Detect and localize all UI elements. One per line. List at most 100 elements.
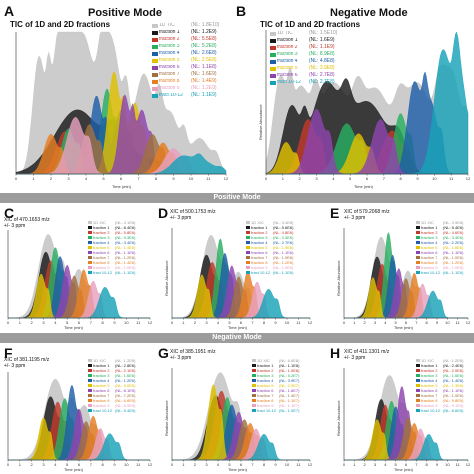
x-tick-label: 4 [54,462,57,467]
x-tick-label: 2 [31,320,34,325]
x-tick-label: 6 [78,320,81,325]
x-tick-label: 3 [205,462,208,467]
legend-name: fraction 5 [257,383,274,388]
positive-mode-band: Positive Mode [0,193,474,203]
panel-f-xlabel: Time (min) [64,467,83,472]
legend-name: fraction 8 [93,398,110,403]
legend-nl: (NL: 1.4E6) [115,259,136,265]
legend-item: fraction 9 (NL: 1.0E6) [88,265,135,270]
x-tick-label: 1 [19,462,22,467]
legend-name: fraction 8 [93,260,110,265]
x-tick-label: 12 [466,462,471,467]
legend-swatch [88,409,92,412]
legend-name: fraction 5 [159,58,180,63]
legend-swatch [246,271,250,274]
legend-nl: (NL: 2.7E8) [309,79,335,85]
legend-h: 1D XIC (NL: 1.2E8) fraction 1 (NL: 2.4E6) fr… [416,358,463,413]
x-tick-label: 9 [436,320,439,325]
legend-nl: (NL: 1.0E6) [443,254,464,260]
x-tick-label: 11 [136,320,141,325]
legend-swatch [252,409,256,412]
legend-name: 1D XIC [421,358,434,363]
legend-nl: (NL: 4.8E8) [309,58,335,64]
legend-item: fract 10-12 (NL: 1.1E6) [416,270,463,275]
legend-swatch [252,364,256,367]
legend-nl: (NL: 9.1E5) [443,402,464,408]
legend-nl: (NL: 1.4E9) [191,78,217,84]
legend-nl: (NL: 1.2E6) [443,259,464,265]
legend-swatch [152,23,158,28]
x-tick-label: 7 [415,462,418,467]
legend-swatch [416,246,420,249]
legend-name: fraction 9 [93,265,110,270]
legend-f: 1D XIC (NL: 1.2E8) fraction 1 (NL: 2.8E6) fr… [88,358,135,413]
legend-item: fraction 2 (NL: 2.1E6) [88,368,135,373]
chart-b-svg: 0 1 2 3 4 5 6 7 8 9 10 11 12 [265,30,471,181]
x-tick-label: 6 [405,320,408,325]
legend-name: fract 10-12 [421,408,441,413]
legend-item: fraction 4 (NL: 4.8E8) [270,58,337,65]
legend-swatch [88,226,92,229]
legend-name: fraction 3 [251,235,268,240]
legend-swatch [416,256,420,259]
legend-item: fraction 7 (NL: 1.4E7) [252,393,299,398]
legend-nl: (NL: 5.9E5) [115,402,136,408]
legend-swatch [152,72,158,77]
legend-item: fraction 8 (NL: 6.6E5) [88,398,135,403]
panel-d-xic-tol: +/- 3 ppm [170,214,192,221]
legend-item: fraction 2 (NL: 2.0E6) [416,368,463,373]
legend-name: 1D XIC [421,220,434,225]
x-tick-label: 10 [124,320,129,325]
panel-a-title: TIC of 1D and 2D fractions [10,20,111,29]
legend-item: fraction 8 (NL: 1.1E7) [252,398,299,403]
legend-name: 1D XIC [93,358,106,363]
legend-swatch [270,66,276,71]
legend-name: fraction 2 [159,37,180,42]
chart-a-svg: 0 1 2 3 4 5 6 7 8 9 10 11 12 [15,31,229,181]
x-tick-label: 3 [374,320,377,325]
legend-item: fraction 6 (NL: 8.1E5) [88,388,135,393]
legend-name: fraction 1 [93,363,110,368]
x-tick-label: 5 [395,462,398,467]
legend-item: fraction 8 (NL: 1.2E6) [416,260,463,265]
x-tick-label: 2 [194,320,197,325]
legend-item: 1D XIC (NL: 3.9E8) [416,220,463,225]
x-tick-label: 10 [285,462,290,467]
legend-nl: (NL: 1.1E6) [115,269,136,275]
legend-nl: (NL: 9.8E5) [443,397,464,403]
x-tick-label: 1 [353,320,356,325]
legend-swatch [246,246,250,249]
legend-swatch [152,58,158,63]
legend-swatch [88,246,92,249]
x-tick-label: 5 [66,320,69,325]
chart-panel-h: XIC of 411.1301 m/z +/- 3 ppm Relative A… [316,344,474,474]
legend-swatch [88,364,92,367]
legend-swatch [88,221,92,224]
panel-f-xic-tol: +/- 3 ppm [4,362,26,369]
panel-label-h: H [330,345,341,361]
legend-swatch [88,261,92,264]
legend-name: fract 10-12 [251,270,271,275]
x-tick-label: 10 [124,462,129,467]
legend-swatch [252,394,256,397]
legend-item: fract 10-12 (NL: 1.0E7) [252,408,299,413]
chart-e-svg: 0 1 2 3 4 5 6 7 8 9 10 11 12 [343,228,471,325]
legend-swatch [252,389,256,392]
legend-item: fraction 3 (NL: 3.3E6) [246,235,293,240]
legend-swatch [416,261,420,264]
legend-name: fraction 4 [421,378,438,383]
x-tick-label: 2 [31,462,34,467]
legend-item: fraction 6 (NL: 1.1E6) [416,250,463,255]
legend-item: fraction 3 (NL: 1.6E6) [88,373,135,378]
panel-e-xlabel: Time (min) [394,325,413,330]
panel-g-xic-mz: XIC of 385.1951 m/z [170,349,216,355]
legend-name: fraction 3 [277,52,298,57]
legend-name: fract 10-12 [93,270,113,275]
panel-g-xlabel: Time (min) [228,467,247,472]
legend-nl: (NL: 1.1E7) [279,397,300,403]
x-tick-label: 10 [445,462,450,467]
legend-item: fraction 9 (NL: 1.0E6) [416,265,463,270]
legend-name: fraction 3 [159,44,180,49]
legend-nl: (NL: 1.1E9) [309,44,335,50]
